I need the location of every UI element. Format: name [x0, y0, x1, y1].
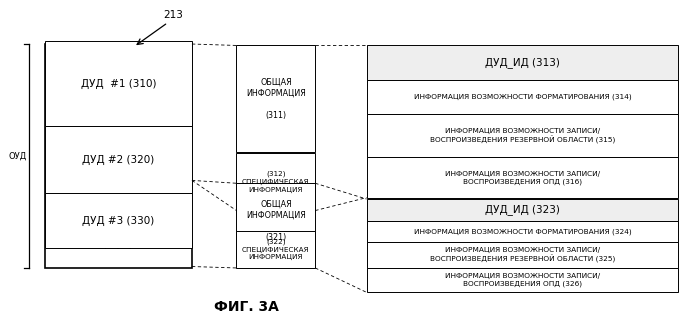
Text: ДУД  #1 (310): ДУД #1 (310) [80, 78, 156, 88]
Text: ДУД_ИД (313): ДУД_ИД (313) [485, 57, 560, 68]
Text: ОБЩАЯ
ИНФОРМАЦИЯ

(321): ОБЩАЯ ИНФОРМАЦИЯ (321) [246, 199, 305, 242]
Text: 213: 213 [163, 10, 182, 20]
Bar [45, 193, 192, 248]
Text: ФИГ. 3А: ФИГ. 3А [215, 300, 279, 314]
Bar [236, 153, 315, 211]
Bar [366, 45, 678, 80]
Bar [45, 126, 192, 193]
Bar [236, 231, 315, 268]
Text: ДУД_ИД (323): ДУД_ИД (323) [485, 204, 560, 215]
Text: ДУД #2 (320): ДУД #2 (320) [82, 155, 154, 165]
Bar [45, 44, 192, 268]
Bar [366, 221, 678, 242]
Bar [366, 199, 678, 221]
Text: ИНФОРМАЦИЯ ВОЗМОЖНОСТИ ФОРМАТИРОВАНИЯ (314): ИНФОРМАЦИЯ ВОЗМОЖНОСТИ ФОРМАТИРОВАНИЯ (3… [414, 94, 631, 100]
Bar [366, 80, 678, 115]
Bar [366, 115, 678, 158]
Bar [236, 46, 315, 152]
Text: (322)
СПЕЦИФИЧЕСКАЯ
ИНФОРМАЦИЯ: (322) СПЕЦИФИЧЕСКАЯ ИНФОРМАЦИЯ [242, 238, 310, 260]
Text: ИНФОРМАЦИЯ ВОЗМОЖНОСТИ ЗАПИСИ/
ВОСПРОИЗВЕДЕНИЯ ОПД (326): ИНФОРМАЦИЯ ВОЗМОЖНОСТИ ЗАПИСИ/ ВОСПРОИЗВ… [445, 273, 600, 287]
Text: ИНФОРМАЦИЯ ВОЗМОЖНОСТИ ЗАПИСИ/
ВОСПРОИЗВЕДЕНИЯ ОПД (316): ИНФОРМАЦИЯ ВОЗМОЖНОСТИ ЗАПИСИ/ ВОСПРОИЗВ… [445, 170, 600, 185]
Bar [236, 183, 315, 258]
Bar [45, 41, 192, 126]
Text: ИНФОРМАЦИЯ ВОЗМОЖНОСТИ ФОРМАТИРОВАНИЯ (324): ИНФОРМАЦИЯ ВОЗМОЖНОСТИ ФОРМАТИРОВАНИЯ (3… [414, 228, 631, 234]
Text: ИНФОРМАЦИЯ ВОЗМОЖНОСТИ ЗАПИСИ/
ВОСПРОИЗВЕДЕНИЯ РЕЗЕРВНОЙ ОБЛАСТИ (315): ИНФОРМАЦИЯ ВОЗМОЖНОСТИ ЗАПИСИ/ ВОСПРОИЗВ… [430, 128, 615, 144]
Text: ОУД: ОУД [9, 152, 27, 160]
Text: ДУД #3 (330): ДУД #3 (330) [82, 216, 154, 226]
Text: ·   ·   ·: · · · [104, 244, 132, 254]
Text: ОБЩАЯ
ИНФОРМАЦИЯ

(311): ОБЩАЯ ИНФОРМАЦИЯ (311) [246, 78, 305, 120]
Bar [366, 268, 678, 292]
Text: (312)
СПЕЦИФИЧЕСКАЯ
ИНФОРМАЦИЯ: (312) СПЕЦИФИЧЕСКАЯ ИНФОРМАЦИЯ [242, 171, 310, 193]
Bar [366, 158, 678, 197]
Bar [366, 242, 678, 268]
Text: ИНФОРМАЦИЯ ВОЗМОЖНОСТИ ЗАПИСИ/
ВОСПРОИЗВЕДЕНИЯ РЕЗЕРВНОЙ ОБЛАСТИ (325): ИНФОРМАЦИЯ ВОЗМОЖНОСТИ ЗАПИСИ/ ВОСПРОИЗВ… [430, 247, 615, 263]
